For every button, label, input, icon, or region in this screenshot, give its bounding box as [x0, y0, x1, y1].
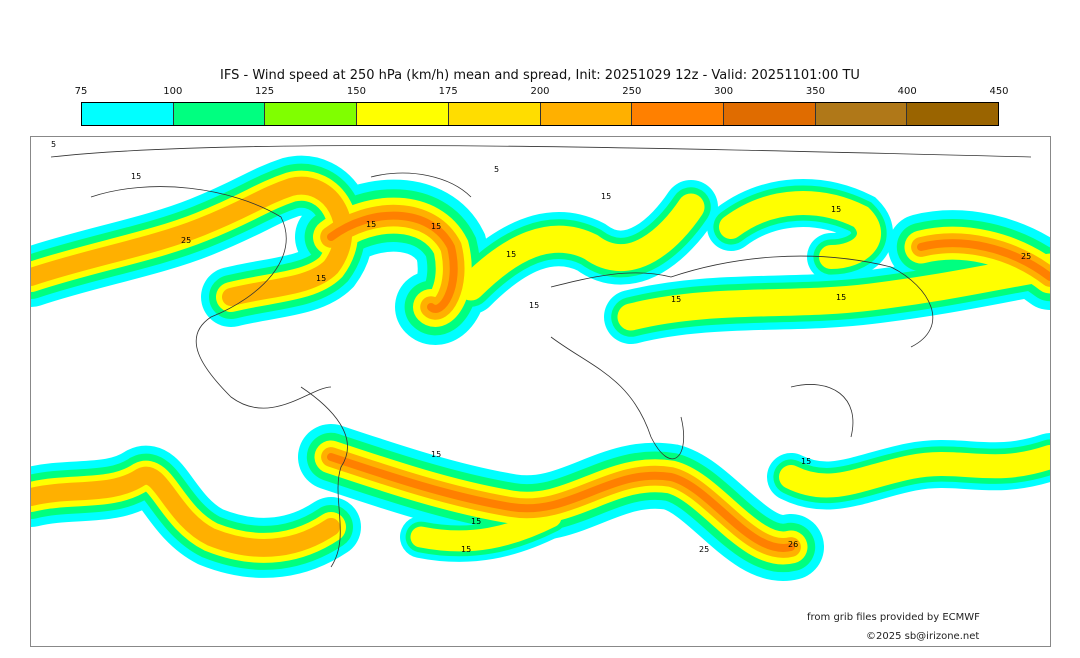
wind-speed-map: 15 25 15 15 15 15 15 15 15 25 15 15 15 15 15 25 26 15 5 5: [30, 136, 1051, 647]
colorbar-tick: 200: [530, 86, 550, 97]
colorbar-segment: [723, 103, 816, 125]
colorbar-tick: 250: [622, 86, 642, 97]
colorbar-segment: [173, 103, 266, 125]
colorbar-segment: [540, 103, 633, 125]
colorbar-tick: 300: [714, 86, 734, 97]
jet-core-band: [917, 239, 1050, 281]
contour-label: 15: [461, 545, 471, 554]
contour-label: 15: [836, 293, 846, 302]
coastline: [790, 384, 854, 438]
contour-label: 25: [699, 545, 709, 554]
colorbar-tick: 150: [346, 86, 366, 97]
jet-stream-band: [719, 191, 881, 269]
contour-label: 15: [831, 205, 841, 214]
contour-label: 15: [671, 295, 681, 304]
coastline: [370, 172, 472, 198]
colorbar-tick: 100: [163, 86, 183, 97]
colorbar-segment: [265, 103, 358, 125]
colorbar-segment: [82, 103, 174, 125]
colorbar-tick: 125: [255, 86, 275, 97]
contour-label: 5: [494, 165, 499, 174]
data-source-credit: from grib files provided by ECMWF: [807, 612, 980, 623]
colorbar-tick-labels: 75 100 125 150 175 200 250 300 350 400 450: [75, 86, 1009, 100]
jet-core-band: [327, 453, 795, 552]
coastline: [550, 336, 685, 460]
colorbar: [81, 102, 999, 126]
colorbar-segment: [815, 103, 908, 125]
contour-label: 15: [506, 250, 516, 259]
jet-stream-band: [31, 466, 340, 557]
contour-label: 25: [1021, 252, 1031, 261]
copyright-credit: ©2025 sb@irizone.net: [866, 631, 980, 642]
colorbar-segment: [632, 103, 724, 125]
chart-title: IFS - Wind speed at 250 hPa (km/h) mean …: [220, 68, 860, 83]
contour-label: 15: [366, 220, 376, 229]
colorbar-segment: [448, 103, 541, 125]
wind-map-svg: 15 25 15 15 15 15 15 15 15 25 15 15 15 15 15 25 26 15 5 5: [31, 140, 1050, 581]
jet-stream-band: [457, 193, 705, 301]
contour-label: 25: [181, 236, 191, 245]
contour-label: 5: [51, 140, 56, 149]
colorbar-tick: 175: [438, 86, 458, 97]
colorbar-segment: [907, 103, 999, 125]
coastline: [300, 386, 348, 568]
contour-label: 15: [131, 172, 141, 181]
colorbar-tick: 400: [897, 86, 917, 97]
contour-label: 15: [529, 301, 539, 310]
contour-label: 26: [788, 540, 798, 549]
colorbar-tick: 350: [805, 86, 825, 97]
colorbar-tick: 75: [74, 86, 88, 97]
contour-label: 15: [431, 222, 441, 231]
contour-label: 15: [316, 274, 326, 283]
contour-label: 15: [431, 450, 441, 459]
contour-label: 15: [471, 517, 481, 526]
coastline: [90, 186, 332, 409]
jet-stream-band: [779, 445, 1050, 498]
jet-stream-band: [617, 253, 1050, 331]
jet-stream-band: [410, 506, 562, 552]
contour-label: 15: [601, 192, 611, 201]
coastline: [550, 255, 934, 348]
colorbar-segment: [357, 103, 449, 125]
jet-stream-band: [31, 176, 353, 306]
jet-core-band: [327, 211, 458, 313]
contour-label: 15: [801, 457, 811, 466]
coastline: [50, 145, 1032, 158]
colorbar-tick: 450: [989, 86, 1009, 97]
